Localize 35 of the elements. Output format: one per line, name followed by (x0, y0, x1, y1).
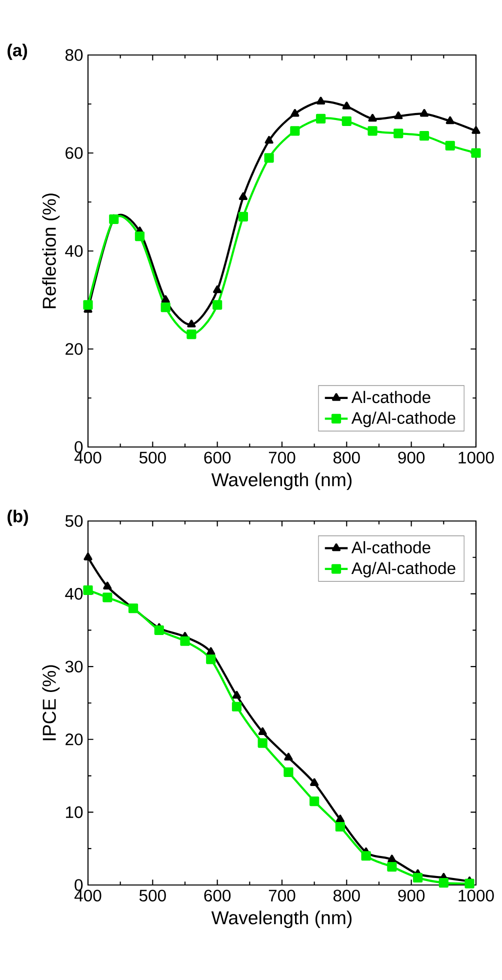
text: (a) (8, 44, 28, 60)
x-tick-label: 800 (333, 890, 360, 902)
y-tick-label: 40 (65, 588, 83, 600)
y-tick-label: 30 (65, 660, 83, 672)
y-tick-label: 20 (66, 343, 83, 355)
legend-label: Ag/Al-cathode (351, 562, 456, 578)
x-tick-label: 500 (139, 890, 166, 902)
x-tick-label: 600 (204, 890, 231, 902)
y-tick-label: 60 (66, 147, 83, 159)
y-tick-label: 80 (65, 49, 83, 61)
y-tick-label: 20 (66, 734, 83, 746)
x-axis-title: Wavelength (nm) (211, 472, 352, 490)
x-tick-label: 800 (333, 452, 360, 464)
y-tick-label: 0 (74, 441, 83, 453)
x-tick-label: 600 (204, 452, 231, 464)
legend-label: Ag/Al-cathode (351, 412, 456, 428)
x-tick-label: 500 (139, 452, 166, 464)
x-tick-label: 1000 (458, 452, 494, 464)
x-tick-label: 900 (398, 452, 425, 464)
text: (b) (8, 510, 28, 526)
x-tick-label: 700 (268, 452, 296, 464)
x-tick-label: 400 (74, 452, 102, 464)
y-tick-label: 40 (65, 245, 83, 257)
x-tick-label: 700 (268, 890, 296, 902)
y-axis-title: IPCE (%) (42, 665, 60, 740)
legend-label: Al-cathode (351, 390, 430, 404)
x-tick-label: 900 (398, 890, 425, 902)
legend-label: Al-cathode (351, 541, 430, 554)
y-tick-label: 0 (74, 879, 83, 891)
x-tick-label: 400 (74, 890, 102, 902)
y-axis-title: Reflection (%) (42, 194, 60, 308)
x-tick-label: 1000 (458, 890, 494, 902)
y-tick-label: 50 (65, 515, 83, 527)
y-tick-label: 10 (66, 806, 83, 818)
x-axis-title: Wavelength (nm) (211, 910, 352, 928)
